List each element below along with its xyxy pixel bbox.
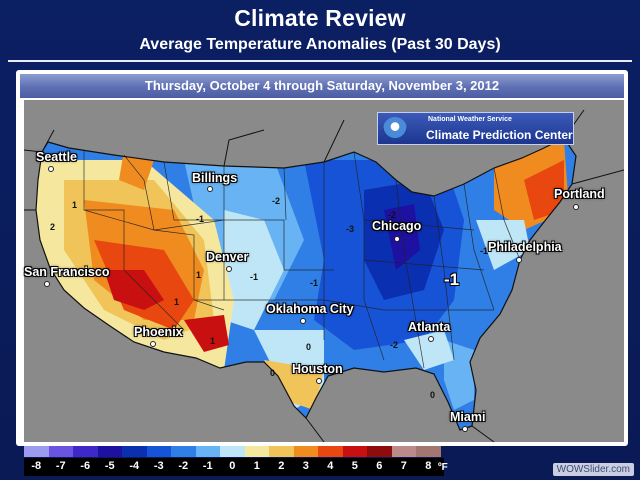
legend-swatch <box>97 446 122 457</box>
page-title: Climate Review <box>234 5 406 31</box>
city-marker <box>226 266 232 272</box>
page-subtitle: Average Temperature Anomalies (Past 30 D… <box>139 36 501 53</box>
city-label-houston: Houston <box>292 362 343 376</box>
city-marker <box>300 318 306 324</box>
city-label-chicago: Chicago <box>372 219 422 233</box>
legend-swatch <box>122 446 147 457</box>
legend-swatch <box>146 446 171 457</box>
legend-label: -1 <box>202 460 213 472</box>
legend-unit: ºF <box>438 462 448 473</box>
legend-swatch <box>73 446 98 457</box>
city-label-atlanta: Atlanta <box>408 320 451 334</box>
city-label-phoenix: Phoenix <box>134 325 183 339</box>
legend-swatch <box>293 446 318 457</box>
legend-label: 4 <box>327 460 334 472</box>
legend-swatch <box>367 446 392 457</box>
legend-label: -7 <box>55 460 66 472</box>
contour-label: -3 <box>346 224 354 234</box>
legend-label: 1 <box>253 460 260 472</box>
legend-label: 8 <box>425 460 432 472</box>
contour-label: 0 <box>270 368 275 378</box>
city-marker <box>462 426 468 432</box>
nws-cpc-credit-box: National Weather Service Climate Predict… <box>377 112 574 145</box>
city-label-philadelphia: Philadelphia <box>488 240 562 254</box>
legend-swatch <box>391 446 416 457</box>
legend-label: 2 <box>278 460 285 472</box>
city-marker <box>573 204 579 210</box>
legend-label: 3 <box>302 460 309 472</box>
city-marker <box>48 166 54 172</box>
legend-swatch <box>220 446 245 457</box>
contour-label: 2 <box>50 222 55 232</box>
contour-label: -2 <box>272 196 280 206</box>
contour-label: 1 <box>196 270 201 280</box>
legend-label: -8 <box>31 460 42 472</box>
city-marker <box>44 281 50 287</box>
city-label-san-francisco: San Francisco <box>24 265 110 279</box>
anomaly-shading <box>36 138 576 430</box>
legend-swatch <box>171 446 196 457</box>
legend-swatch <box>318 446 343 457</box>
contour-label: 0 <box>430 390 435 400</box>
contour-label: -1 <box>480 246 488 256</box>
date-range-bar: Thursday, October 4 through Saturday, No… <box>20 74 624 98</box>
legend-label: 6 <box>376 460 383 472</box>
legend-label: -2 <box>178 460 189 472</box>
city-label-portland: Portland <box>554 187 605 201</box>
contour-label: 1 <box>210 336 215 346</box>
contour-label: -1 <box>250 272 258 282</box>
credit-line-2: Climate Prediction Center <box>426 128 573 142</box>
legend-label: 5 <box>351 460 358 472</box>
watermark: WOWSlider.com <box>552 463 634 476</box>
temperature-anomaly-map: 1 2 1 1 -1 -2 -1 -1 -3 -2 -2 -1 0 0 0 1 <box>24 100 624 442</box>
city-label-denver: Denver <box>206 250 249 264</box>
city-label-miami: Miami <box>450 410 486 424</box>
contour-label: 0 <box>306 342 311 352</box>
city-label-oklahoma-city: Oklahoma City <box>266 302 354 316</box>
legend-label: -5 <box>104 460 115 472</box>
legend-swatch <box>48 446 73 457</box>
state-borders <box>83 150 521 369</box>
city-label-billings: Billings <box>192 171 238 185</box>
legend-swatch <box>244 446 269 457</box>
city-label-seattle: Seattle <box>36 150 77 164</box>
contour-label: 1 <box>72 200 77 210</box>
contour-label: -1 <box>196 214 204 224</box>
legend-label: 7 <box>400 460 407 472</box>
city-marker <box>428 336 434 342</box>
contour-label: -2 <box>388 210 396 220</box>
legend-swatch <box>416 446 441 457</box>
legend-swatch <box>342 446 367 457</box>
legend-label: 0 <box>229 460 236 472</box>
credit-line-1: National Weather Service <box>428 116 512 123</box>
noaa-logo-icon <box>383 117 407 141</box>
city-marker <box>150 341 156 347</box>
city-marker <box>316 378 322 384</box>
legend-swatch <box>195 446 220 457</box>
city-marker <box>207 186 213 192</box>
city-marker <box>516 257 522 263</box>
contour-label: 1 <box>174 297 179 307</box>
city-marker <box>394 236 400 242</box>
legend-swatch <box>269 446 294 457</box>
legend-label: -3 <box>153 460 164 472</box>
legend-label: -4 <box>129 460 140 472</box>
title-divider <box>8 60 632 62</box>
contour-label: -1 <box>310 278 318 288</box>
country-outline <box>35 137 577 431</box>
contour-labels: 1 2 1 1 -1 -2 -1 -1 -3 -2 -2 -1 0 0 0 1 <box>50 196 488 400</box>
legend-swatch <box>24 446 49 457</box>
legend-label: -6 <box>80 460 91 472</box>
anomaly-annotation: -1 <box>444 270 460 289</box>
color-scale-legend: -8 -7 -6 -5 -4 -3 -2 -1 0 1 2 3 4 5 6 7 8 <box>24 446 444 476</box>
contour-label: -2 <box>390 340 398 350</box>
